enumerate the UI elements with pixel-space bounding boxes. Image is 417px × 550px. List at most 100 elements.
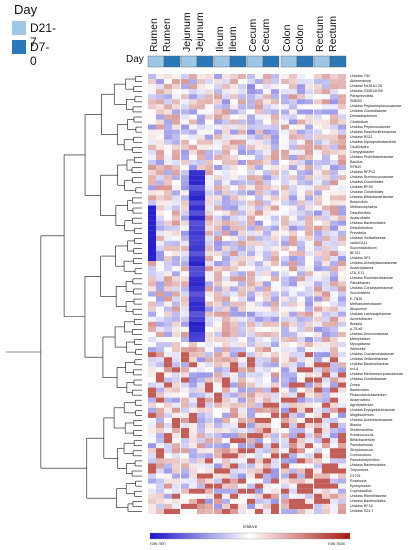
heatmap-cell	[338, 220, 346, 226]
heatmap-cell	[289, 433, 297, 439]
heatmap-cell	[156, 458, 164, 464]
heatmap-cell	[281, 508, 289, 515]
heatmap-cell	[289, 402, 297, 408]
heatmap-cell	[247, 498, 255, 504]
heatmap-cell	[255, 119, 263, 125]
heatmap-cell	[297, 271, 305, 277]
heatmap-cell	[338, 316, 346, 322]
heatmap-cell	[330, 170, 338, 176]
heatmap-cell	[271, 190, 279, 196]
heatmap-cell	[214, 195, 222, 201]
heatmap-cell	[247, 84, 255, 90]
heatmap-cell	[281, 74, 289, 80]
heatmap-cell	[197, 240, 205, 247]
heatmap-cell	[297, 473, 305, 479]
heatmap-cell	[172, 99, 180, 105]
column-label: Ileum Ileum	[214, 26, 239, 52]
heatmap-cell	[297, 159, 305, 166]
heatmap-cell	[172, 119, 180, 125]
heatmap-cell	[148, 149, 156, 155]
heatmap-cell	[230, 336, 238, 343]
heatmap-cell	[330, 286, 338, 292]
heatmap-cell	[289, 170, 297, 176]
heatmap-cell	[164, 114, 172, 120]
heatmap-cell	[297, 448, 305, 454]
heatmap-cell	[289, 336, 297, 343]
heatmap-cell	[305, 230, 313, 236]
row-label: Phascolarctobacterium	[350, 392, 387, 397]
heatmap-cell	[305, 200, 313, 206]
heatmap-cell	[189, 352, 197, 358]
heatmap-cell	[338, 251, 346, 257]
heatmap-cell	[156, 443, 164, 449]
heatmap-cell	[314, 139, 322, 145]
heatmap-cell	[297, 331, 305, 338]
heatmap-cell	[271, 503, 279, 509]
heatmap-cell	[214, 422, 222, 429]
row-label: Unclass Comamonadaceae	[350, 352, 395, 357]
heatmap-cell	[214, 149, 222, 155]
heatmap-cell	[314, 483, 322, 489]
heatmap-cell	[271, 468, 279, 474]
heatmap-cell	[238, 271, 246, 277]
heatmap-cell	[271, 326, 279, 332]
heatmap-cell	[247, 367, 255, 373]
heatmap-cell	[164, 468, 172, 474]
heatmap-cell	[197, 175, 205, 181]
heatmap-cell	[263, 180, 271, 186]
heatmap-cell	[164, 392, 172, 398]
heatmap-cell	[156, 251, 164, 257]
heatmap-cell	[197, 412, 205, 418]
heatmap-cell	[238, 463, 246, 469]
heatmap-cell	[305, 261, 313, 267]
heatmap-cell	[238, 412, 246, 418]
heatmap-cell	[164, 352, 172, 358]
column-header-colon: Colon Colon	[281, 4, 311, 52]
heatmap-cell	[164, 503, 172, 509]
heatmap-cell	[222, 473, 230, 479]
heatmap-cell	[271, 230, 279, 236]
heatmap-cell	[338, 276, 346, 282]
heatmap-cell	[164, 433, 172, 439]
heatmap-cell	[238, 79, 246, 85]
heatmap-cell	[156, 316, 164, 322]
heatmap-cell	[255, 210, 263, 216]
heatmap-cell	[148, 493, 156, 499]
heatmap-cell	[255, 448, 263, 454]
heatmap-cell	[189, 276, 197, 282]
heatmap-cell	[255, 508, 263, 515]
heatmap-cell	[281, 352, 289, 358]
heatmap-cell	[181, 468, 189, 474]
heatmap-cell	[330, 417, 338, 424]
heatmap-cell	[189, 159, 197, 166]
heatmap-cell	[289, 321, 297, 327]
heatmap-cell	[289, 159, 297, 166]
heatmap-cell	[297, 458, 305, 464]
scale-title: relative	[242, 524, 258, 529]
heatmap-cell	[305, 215, 313, 221]
heatmap-cell	[271, 402, 279, 408]
heatmap-cell	[222, 144, 230, 150]
heatmap-cell	[181, 372, 189, 378]
heatmap-cell	[271, 417, 279, 424]
heatmap-cell	[338, 245, 346, 252]
heatmap-cell	[189, 235, 197, 241]
heatmap-cell	[297, 261, 305, 267]
heatmap-cell	[255, 458, 263, 464]
heatmap-cell	[338, 382, 346, 388]
row-label: Unclass RS11	[350, 134, 373, 139]
heatmap-cell	[271, 251, 279, 257]
heatmap-cell	[230, 129, 238, 135]
heatmap-cell	[189, 195, 197, 201]
heatmap-cell	[214, 478, 222, 484]
heatmap-cell	[289, 256, 297, 262]
heatmap-cell	[197, 109, 205, 115]
heatmap-cell	[230, 261, 238, 267]
heatmap-cell	[263, 185, 271, 191]
heatmap-cell	[247, 195, 255, 201]
heatmap-cell	[255, 109, 263, 115]
heatmap-cell	[189, 266, 197, 272]
heatmap-cell	[189, 129, 197, 135]
heatmap-cell	[214, 392, 222, 398]
heatmap-cell	[330, 367, 338, 373]
